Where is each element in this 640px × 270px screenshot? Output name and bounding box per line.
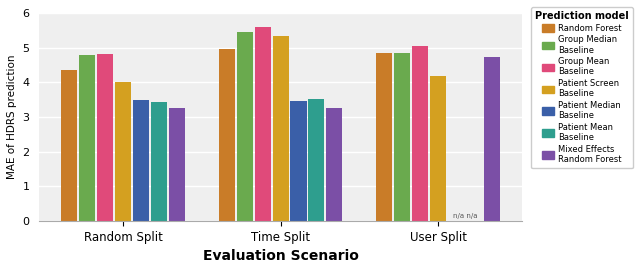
Text: n/a n/a: n/a n/a <box>452 213 477 219</box>
Bar <box>97 54 113 221</box>
Bar <box>169 108 185 221</box>
Bar <box>291 101 307 221</box>
Bar <box>61 70 77 221</box>
Y-axis label: MAE of HDRS prediction: MAE of HDRS prediction <box>7 55 17 179</box>
Legend: Random Forest, Group Median
Baseline, Group Mean
Baseline, Patient Screen
Baseli: Random Forest, Group Median Baseline, Gr… <box>531 7 633 168</box>
Bar <box>412 46 428 221</box>
Bar <box>308 99 324 221</box>
Bar <box>394 53 410 221</box>
Bar <box>151 102 167 221</box>
Bar <box>484 58 500 221</box>
Bar <box>79 55 95 221</box>
Bar <box>219 49 235 221</box>
Bar <box>255 27 271 221</box>
Bar <box>326 108 342 221</box>
Bar <box>273 36 289 221</box>
X-axis label: Evaluation Scenario: Evaluation Scenario <box>203 249 358 263</box>
Bar <box>376 53 392 221</box>
Bar <box>115 82 131 221</box>
Bar <box>133 100 149 221</box>
Bar <box>237 32 253 221</box>
Bar <box>430 76 446 221</box>
